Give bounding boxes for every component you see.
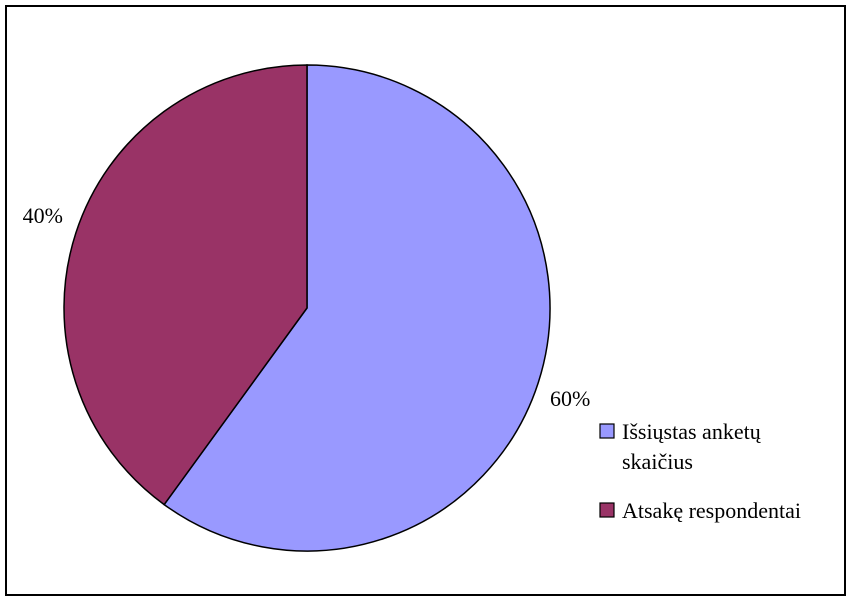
pie-slices — [63, 64, 551, 552]
pie-slice-1 — [163, 64, 551, 552]
data-label-1: 60% — [550, 386, 590, 411]
legend-swatch-1 — [599, 423, 615, 439]
pie-data-labels: 60% 40% — [23, 203, 591, 411]
pie-slice-2 — [63, 64, 308, 506]
legend: Išsiųstas anketų skaičius Atsakę responden… — [599, 419, 801, 523]
legend-label-1-line-1: Išsiųstas anketų — [622, 419, 762, 444]
legend-label-2-line-1: Atsakę respondentai — [622, 498, 801, 523]
legend-label-1-line-2: skaičius — [622, 449, 693, 474]
legend-swatch-2 — [599, 502, 615, 518]
data-label-2: 40% — [23, 203, 63, 228]
